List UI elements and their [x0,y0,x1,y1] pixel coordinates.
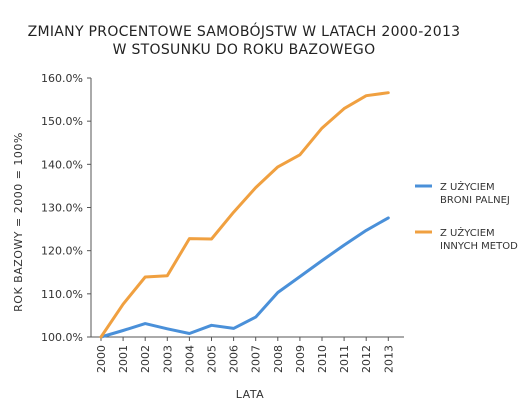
x-tick-label: 2002 [139,345,152,373]
x-tick-label: 2006 [228,345,241,373]
y-tick-label: 150.0% [41,115,83,128]
y-tick-label: 130.0% [41,202,83,215]
y-tick-label: 100.0% [41,331,83,344]
y-tick-label: 140.0% [41,158,83,171]
x-tick-label: 2000 [95,345,108,373]
legend-label-0: BRONI PALNEJ [440,195,510,206]
x-tick-label: 2013 [382,345,395,373]
x-axis-label: LATA [236,388,264,401]
x-tick-label: 2007 [250,345,263,373]
x-tick-label: 2005 [206,345,219,373]
axes: 100.0% 110.0% 120.0% 130.0% 140.0% 150.0% 160.… [41,72,404,373]
series-line-0 [99,216,390,339]
legend-label-1: Z UŻYCIEM [440,226,495,239]
y-tick-label: 160.0% [41,72,83,85]
x-tick-label: 2012 [360,345,373,373]
x-tick-label: 2004 [183,345,196,373]
y-tick-label: 110.0% [41,288,83,301]
x-tick-label: 2011 [338,345,351,373]
x-tick-label: 2003 [161,345,174,373]
y-tick-label: 120.0% [41,245,83,258]
legend-label-1: INNYCH METOD [440,241,518,252]
series-layer [99,91,390,339]
x-tick-label: 2010 [316,345,329,373]
chart-title-line-1: ZMIANY PROCENTOWE SAMOBÓJSTW W LATACH 20… [28,22,461,40]
legend: Z UŻYCIEM BRONI PALNEJ Z UŻYCIEM INNYCH MET… [415,180,518,252]
y-axis-label: ROK BAZOWY = 2000 = 100% [12,132,25,312]
series-line-1 [99,91,390,339]
x-tick-label: 2009 [294,345,307,373]
x-tick-label: 2008 [272,345,285,373]
x-tick-label: 2001 [117,345,130,373]
chart-title-line-2: W STOSUNKU DO ROKU BAZOWEGO [113,42,376,58]
legend-label-0: Z UŻYCIEM [440,180,495,193]
